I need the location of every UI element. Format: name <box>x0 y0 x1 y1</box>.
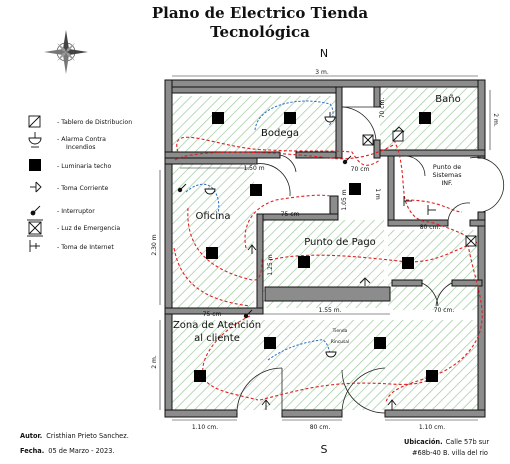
power-outlet-icon <box>393 126 405 133</box>
plan-subtitle: Tecnológica <box>210 23 310 41</box>
ceiling-light-icon <box>284 112 296 124</box>
south-label: S <box>321 443 328 456</box>
tienda-note-1: Tienda <box>332 328 348 334</box>
switch-icon <box>30 205 41 216</box>
switch-icon <box>342 155 352 165</box>
dim-left-lower: 2 m. <box>151 355 158 369</box>
dim-bodega-width: 1.50 m <box>243 165 264 172</box>
legend-distribution-board: - Tablero de Distribucion <box>57 119 132 126</box>
location-value-2: #68b-40 B. villa del rio <box>412 449 488 457</box>
fixtures <box>177 112 477 410</box>
ceiling-light-icon <box>419 112 431 124</box>
author-name: Cristhian Prieto Sanchez. <box>46 432 129 440</box>
emergency-light-icon <box>362 134 374 146</box>
power-outlet-icon <box>359 277 371 286</box>
date-label: Fecha. <box>20 447 44 455</box>
author-label: Autor. <box>20 432 42 440</box>
dim-80cm-a: 80 cm. <box>420 224 441 231</box>
room-label-bano: Baño <box>435 94 460 105</box>
legend-fire-alarm-line1: - Alarma Contra <box>57 136 106 143</box>
legend-switch: - Interruptor <box>57 208 95 215</box>
dim-left-height: 2.30 m <box>151 234 158 255</box>
dim-bano-height: 2 m. <box>492 113 499 127</box>
room-label-sistemas-2: Sistemas <box>432 171 462 179</box>
dimension-lines <box>159 75 491 421</box>
ceiling-light-icon <box>264 337 276 349</box>
location-value-1: Calle 57b sur <box>446 438 490 446</box>
emergency-light-icon <box>465 235 477 247</box>
dim-105m: 1.05 m <box>341 189 348 210</box>
room-label-atencion-1: Zona de Atención <box>173 319 261 331</box>
room-label-atencion-2: al cliente <box>194 333 240 344</box>
dim-bottom-right: 1.10 cm. <box>419 424 445 431</box>
power-outlet-icon <box>387 399 397 410</box>
dim-bano-width: 70 cm. <box>379 98 386 119</box>
room-label-sistemas-3: INF. <box>441 179 452 187</box>
dimension-labels: 3 m. 70 cm. 2 m. 1.50 m 70 cm 1 m 1.05 m… <box>151 69 499 431</box>
internet-outlet-icon <box>29 240 40 252</box>
ceiling-light-icon <box>426 370 438 382</box>
dim-70cm-b: 70 cm. <box>434 307 455 314</box>
fire-alarm-icon <box>204 188 216 195</box>
ceiling-light-icon <box>250 184 262 196</box>
ceiling-light-icon <box>349 183 361 195</box>
dim-70cm-a: 70 cm <box>351 166 370 173</box>
dim-75cm-b: 75 cm <box>203 311 222 318</box>
switch-icon <box>177 183 187 193</box>
power-outlet-icon <box>261 399 271 410</box>
dim-125m: 1.25 m <box>267 254 274 275</box>
ceiling-light-icon <box>212 112 224 124</box>
date-line: Fecha. 05 de Marzo - 2023. <box>20 447 115 455</box>
tienda-note-2: Rincusal <box>331 339 349 345</box>
distribution-board-icon <box>392 130 404 142</box>
author-line: Autor. Cristhian Prieto Sanchez. <box>20 432 129 440</box>
ceiling-light-icon <box>206 247 218 259</box>
room-label-oficina: Oficina <box>196 211 231 222</box>
compass-rose-icon <box>44 30 88 74</box>
emergency-light-icon <box>27 219 43 237</box>
room-label-sistemas-1: Punto de <box>433 163 461 171</box>
power-outlet-icon <box>247 244 257 254</box>
internet-outlet-icon <box>403 196 412 206</box>
fire-alarm-icon <box>28 132 42 148</box>
plan-title: Plano de Electrico Tienda <box>152 4 369 22</box>
dim-1m: 1 m <box>374 188 381 200</box>
fire-alarm-icon <box>325 351 337 358</box>
ceiling-light-icon <box>298 256 310 268</box>
dim-top-width: 3 m. <box>315 69 329 76</box>
dim-bottom-mid: 80 cm. <box>310 424 331 431</box>
dim-75cm-a: 75 cm <box>281 211 300 218</box>
date-value: 05 de Marzo - 2023. <box>48 447 114 455</box>
ceiling-light-icon <box>29 159 41 171</box>
floor-hatching <box>170 88 484 410</box>
location-label: Ubicación. <box>404 438 443 446</box>
internet-outlet-icon <box>427 205 436 215</box>
legend-ceiling-light: - Luminaria techo <box>57 163 111 170</box>
ceiling-light-icon <box>374 337 386 349</box>
north-label: N <box>320 47 328 60</box>
legend-power-outlet: - Toma Corriente <box>57 185 108 192</box>
switch-icon <box>243 309 253 319</box>
ceiling-light-icon <box>402 257 414 269</box>
location-line1: Ubicación. Calle 57b sur <box>404 438 489 446</box>
legend-internet-outlet: - Toma de Internet <box>57 244 114 251</box>
dim-155m: 1.55 m. <box>318 307 341 314</box>
ceiling-light-icon <box>194 370 206 382</box>
fire-alarm-icon <box>324 112 336 123</box>
room-label-punto-de-pago: Punto de Pago <box>304 237 376 248</box>
distribution-board-icon <box>28 115 41 128</box>
legend-fire-alarm-line2: Incendios <box>66 144 96 151</box>
power-outlet-icon <box>30 181 42 193</box>
legend-emergency-light: - Luz de Emergencia <box>57 225 120 232</box>
room-label-bodega: Bodega <box>261 128 299 139</box>
dim-bottom-left: 1.10 cm. <box>192 424 218 431</box>
doors <box>236 106 505 414</box>
legend: - Tablero de Distribucion - Alarma Contr… <box>27 115 132 252</box>
